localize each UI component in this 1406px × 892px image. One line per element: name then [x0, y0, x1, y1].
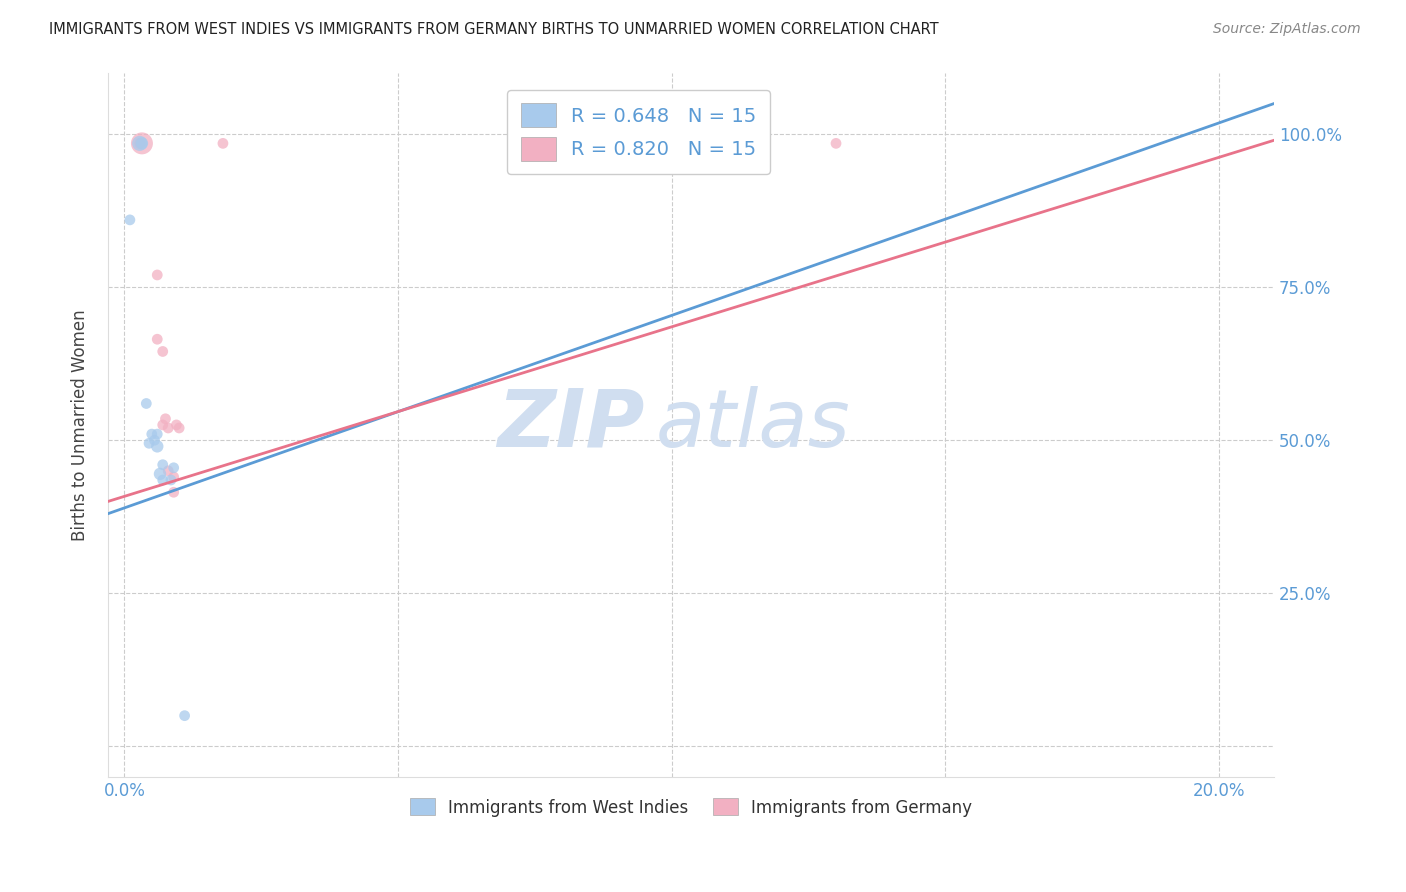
Point: [131, 136, 153, 151]
Point: [157, 464, 180, 478]
Text: IMMIGRANTS FROM WEST INDIES VS IMMIGRANTS FROM GERMANY BIRTHS TO UNMARRIED WOMEN: IMMIGRANTS FROM WEST INDIES VS IMMIGRANT…: [49, 22, 939, 37]
Point: [152, 473, 174, 487]
Point: [163, 470, 186, 484]
Point: [146, 439, 169, 453]
Point: [118, 212, 141, 227]
Point: [128, 136, 150, 151]
Point: [146, 332, 169, 346]
Point: [141, 427, 163, 442]
Point: [160, 473, 183, 487]
Point: [165, 417, 187, 432]
Point: [163, 485, 186, 500]
Legend: Immigrants from West Indies, Immigrants from Germany: Immigrants from West Indies, Immigrants …: [401, 790, 981, 825]
Point: [167, 421, 190, 435]
Point: [163, 460, 186, 475]
Point: [152, 344, 174, 359]
Text: atlas: atlas: [657, 386, 851, 464]
Point: [143, 434, 166, 448]
Y-axis label: Births to Unmarried Women: Births to Unmarried Women: [72, 310, 89, 541]
Point: [128, 136, 150, 151]
Point: [152, 417, 174, 432]
Point: [825, 136, 848, 151]
Point: [135, 396, 157, 410]
Text: ZIP: ZIP: [496, 386, 644, 464]
Point: [146, 268, 169, 282]
Point: [212, 136, 235, 151]
Text: Source: ZipAtlas.com: Source: ZipAtlas.com: [1213, 22, 1361, 37]
Point: [155, 412, 177, 426]
Point: [173, 708, 195, 723]
Point: [149, 467, 172, 481]
Point: [146, 427, 169, 442]
Point: [138, 436, 160, 450]
Point: [131, 136, 153, 151]
Point: [157, 421, 180, 435]
Point: [152, 458, 174, 472]
